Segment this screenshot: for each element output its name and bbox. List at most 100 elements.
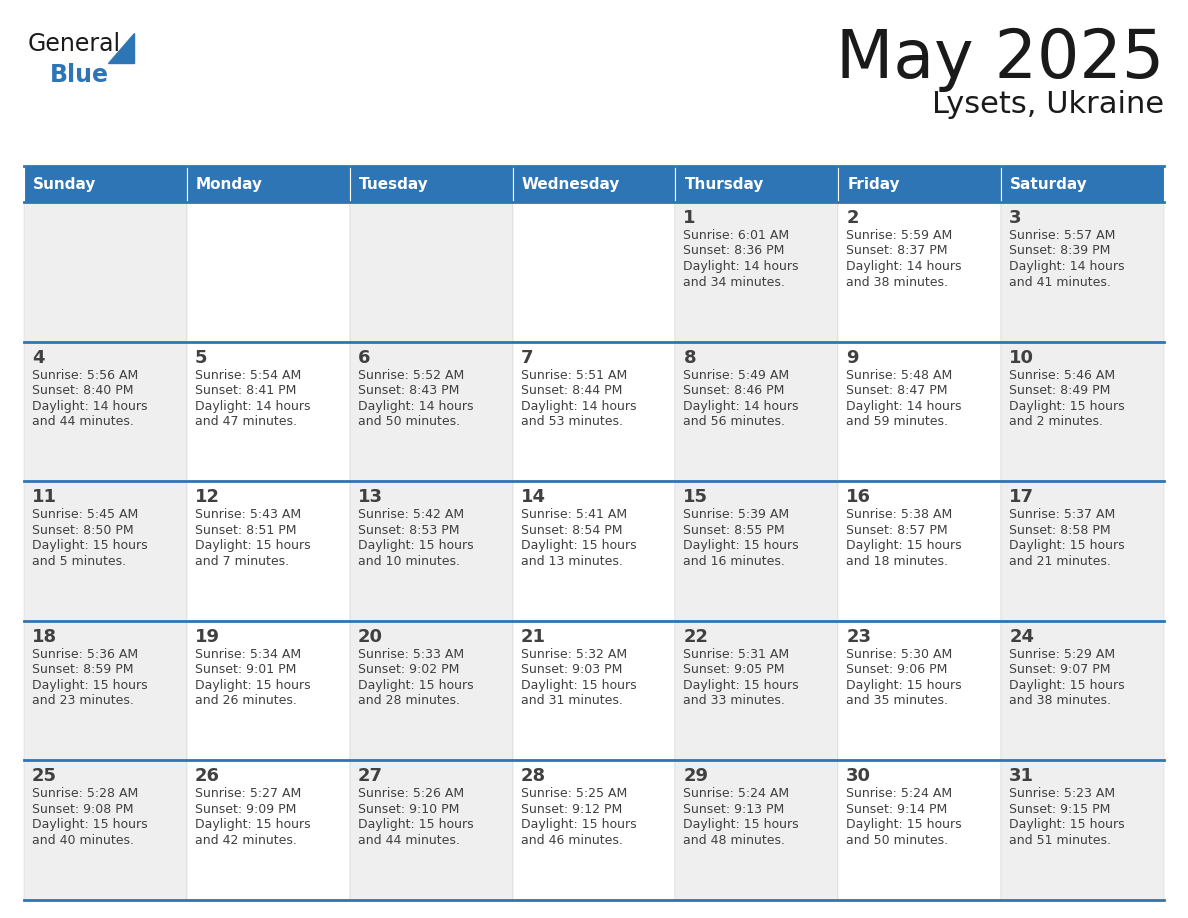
Text: Sunrise: 5:26 AM: Sunrise: 5:26 AM [358,788,463,800]
Text: Daylight: 15 hours: Daylight: 15 hours [683,678,800,692]
Text: Sunset: 9:09 PM: Sunset: 9:09 PM [195,803,296,816]
Text: Sunset: 8:37 PM: Sunset: 8:37 PM [846,244,948,258]
Bar [512,621,676,760]
Text: 19: 19 [195,628,220,645]
Text: Sunrise: 5:38 AM: Sunrise: 5:38 AM [846,509,953,521]
Text: and 42 minutes.: and 42 minutes. [195,834,297,847]
Text: Daylight: 15 hours: Daylight: 15 hours [195,678,310,692]
Text: Sunset: 9:15 PM: Sunset: 9:15 PM [1009,803,1111,816]
Text: 12: 12 [195,488,220,506]
Bar [1001,341,1164,481]
Text: Daylight: 15 hours: Daylight: 15 hours [520,539,637,553]
Bar [676,481,839,621]
Text: and 53 minutes.: and 53 minutes. [520,415,623,428]
Text: Sunset: 9:07 PM: Sunset: 9:07 PM [1009,664,1111,677]
Text: 16: 16 [846,488,871,506]
Text: Sunrise: 5:37 AM: Sunrise: 5:37 AM [1009,509,1116,521]
Text: 13: 13 [358,488,383,506]
Text: and 38 minutes.: and 38 minutes. [1009,694,1111,707]
Text: Daylight: 15 hours: Daylight: 15 hours [520,678,637,692]
Text: 1: 1 [683,209,696,227]
Text: Sunrise: 6:01 AM: Sunrise: 6:01 AM [683,229,790,242]
Text: and 44 minutes.: and 44 minutes. [358,834,460,847]
Bar [187,481,349,621]
Text: Daylight: 14 hours: Daylight: 14 hours [1009,260,1125,273]
Text: 18: 18 [32,628,57,645]
Text: and 2 minutes.: and 2 minutes. [1009,415,1104,428]
Text: and 47 minutes.: and 47 minutes. [195,415,297,428]
Text: and 46 minutes.: and 46 minutes. [520,834,623,847]
Bar [512,341,676,481]
Text: Daylight: 14 hours: Daylight: 14 hours [195,399,310,412]
Text: Daylight: 15 hours: Daylight: 15 hours [358,539,473,553]
Bar [24,341,187,481]
Text: Sunrise: 5:54 AM: Sunrise: 5:54 AM [195,369,301,382]
Bar [1001,166,1164,202]
Text: Sunrise: 5:59 AM: Sunrise: 5:59 AM [846,229,953,242]
Bar [1001,481,1164,621]
Text: 21: 21 [520,628,545,645]
Bar [676,621,839,760]
Text: Sunrise: 5:42 AM: Sunrise: 5:42 AM [358,509,463,521]
Text: and 34 minutes.: and 34 minutes. [683,275,785,288]
Text: Daylight: 15 hours: Daylight: 15 hours [195,539,310,553]
Bar [1001,760,1164,900]
Text: Daylight: 15 hours: Daylight: 15 hours [195,819,310,832]
Text: Sunrise: 5:31 AM: Sunrise: 5:31 AM [683,648,790,661]
Text: and 41 minutes.: and 41 minutes. [1009,275,1111,288]
Text: Sunset: 8:58 PM: Sunset: 8:58 PM [1009,523,1111,537]
Bar [187,760,349,900]
Text: Daylight: 14 hours: Daylight: 14 hours [683,399,798,412]
Text: Daylight: 15 hours: Daylight: 15 hours [1009,539,1125,553]
Text: Friday: Friday [847,176,901,192]
Text: 2: 2 [846,209,859,227]
Text: 26: 26 [195,767,220,786]
Bar [676,202,839,341]
Text: Sunset: 8:39 PM: Sunset: 8:39 PM [1009,244,1111,258]
Bar [839,166,1001,202]
Text: Sunrise: 5:43 AM: Sunrise: 5:43 AM [195,509,301,521]
Bar [349,621,512,760]
Text: and 51 minutes.: and 51 minutes. [1009,834,1111,847]
Text: Sunset: 9:02 PM: Sunset: 9:02 PM [358,664,459,677]
Bar [24,481,187,621]
Text: and 50 minutes.: and 50 minutes. [358,415,460,428]
Text: and 35 minutes.: and 35 minutes. [846,694,948,707]
Text: 28: 28 [520,767,545,786]
Bar [1001,202,1164,341]
Bar [512,202,676,341]
Text: 29: 29 [683,767,708,786]
Text: Sunrise: 5:49 AM: Sunrise: 5:49 AM [683,369,790,382]
Text: and 13 minutes.: and 13 minutes. [520,554,623,567]
Text: Saturday: Saturday [1010,176,1088,192]
Text: Sunset: 9:14 PM: Sunset: 9:14 PM [846,803,948,816]
Text: Thursday: Thursday [684,176,764,192]
Text: Sunrise: 5:51 AM: Sunrise: 5:51 AM [520,369,627,382]
Text: Sunset: 8:47 PM: Sunset: 8:47 PM [846,384,948,397]
Text: and 59 minutes.: and 59 minutes. [846,415,948,428]
Text: 3: 3 [1009,209,1022,227]
Text: and 21 minutes.: and 21 minutes. [1009,554,1111,567]
Text: Sunset: 9:05 PM: Sunset: 9:05 PM [683,664,785,677]
Text: Sunset: 9:06 PM: Sunset: 9:06 PM [846,664,948,677]
Bar [676,166,839,202]
Text: Lysets, Ukraine: Lysets, Ukraine [931,90,1164,119]
Text: Daylight: 15 hours: Daylight: 15 hours [846,819,962,832]
Bar [24,760,187,900]
Text: Sunset: 9:08 PM: Sunset: 9:08 PM [32,803,133,816]
Bar [839,202,1001,341]
Text: Daylight: 15 hours: Daylight: 15 hours [846,678,962,692]
Text: 31: 31 [1009,767,1034,786]
Text: and 31 minutes.: and 31 minutes. [520,694,623,707]
Text: Sunrise: 5:33 AM: Sunrise: 5:33 AM [358,648,463,661]
Text: and 7 minutes.: and 7 minutes. [195,554,289,567]
Text: 8: 8 [683,349,696,366]
Text: Daylight: 14 hours: Daylight: 14 hours [520,399,636,412]
Text: and 38 minutes.: and 38 minutes. [846,275,948,288]
Text: Daylight: 15 hours: Daylight: 15 hours [1009,399,1125,412]
Bar [187,166,349,202]
Bar [512,166,676,202]
Text: Daylight: 15 hours: Daylight: 15 hours [32,539,147,553]
Text: and 50 minutes.: and 50 minutes. [846,834,948,847]
Text: General: General [29,32,121,56]
